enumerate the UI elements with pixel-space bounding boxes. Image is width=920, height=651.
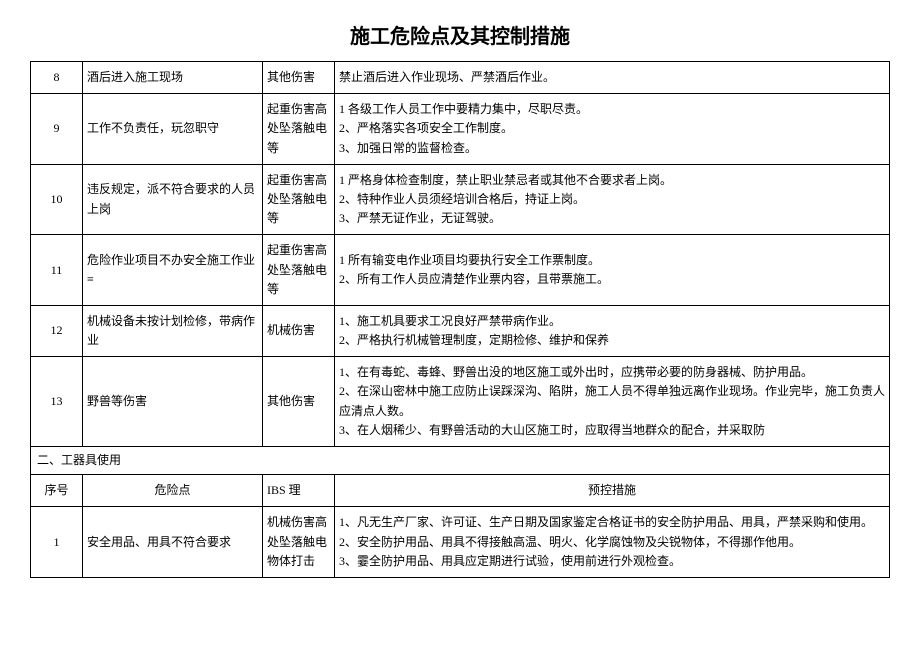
table-row: 13野兽等伤害其他伤害1、在有毒蛇、毒蜂、野兽出没的地区施工或外出时，应携带必要… [31,357,890,447]
col-header-measure: 预控措施 [335,475,890,507]
cell-type: 起重伤害高处坠落触电等 [263,235,335,306]
risk-table: 8酒后进入施工现场其他伤害禁止酒后进入作业现场、严禁酒后作业。9工作不负责任，玩… [30,61,890,578]
cell-measure: 禁止酒后进入作业现场、严禁酒后作业。 [335,62,890,94]
cell-measure: 1 各级工作人员工作中要精力集中，尽职尽责。 2、严格落实各项安全工作制度。 3… [335,94,890,165]
cell-type: 机械伤害高处坠落触电物体打击 [263,507,335,578]
cell-seq: 8 [31,62,83,94]
cell-type: 其他伤害 [263,357,335,447]
cell-measure: 1 严格身体检查制度，禁止职业禁忌者或其他不合要求者上岗。 2、特种作业人员须经… [335,164,890,235]
table-row: 12机械设备未按计划检修，带病作业机械伤害1、施工机具要求工况良好严禁带病作业。… [31,305,890,356]
cell-risk: 危险作业项目不办安全施工作业≡ [83,235,263,306]
cell-risk: 酒后进入施工现场 [83,62,263,94]
cell-seq: 12 [31,305,83,356]
cell-measure: 1、在有毒蛇、毒蜂、野兽出没的地区施工或外出时，应携带必要的防身器械、防护用品。… [335,357,890,447]
cell-risk: 违反规定，派不符合要求的人员上岗 [83,164,263,235]
table-row: 8酒后进入施工现场其他伤害禁止酒后进入作业现场、严禁酒后作业。 [31,62,890,94]
section-heading-row: 二、工器具使用 [31,447,890,475]
cell-seq: 13 [31,357,83,447]
page-title: 施工危险点及其控制措施 [30,20,890,49]
cell-seq: 1 [31,507,83,578]
col-header-seq: 序号 [31,475,83,507]
cell-risk: 机械设备未按计划检修，带病作业 [83,305,263,356]
cell-type: 起重伤害高处坠落触电等 [263,164,335,235]
cell-risk: 工作不负责任，玩忽职守 [83,94,263,165]
cell-seq: 9 [31,94,83,165]
table-row: 9工作不负责任，玩忽职守起重伤害高处坠落触电等1 各级工作人员工作中要精力集中，… [31,94,890,165]
cell-measure: 1 所有输变电作业项目均要执行安全工作票制度。 2、所有工作人员应清楚作业票内容… [335,235,890,306]
table-row: 1安全用品、用具不符合要求机械伤害高处坠落触电物体打击1、凡无生产厂家、许可证、… [31,507,890,578]
cell-seq: 10 [31,164,83,235]
cell-type: 其他伤害 [263,62,335,94]
cell-measure: 1、施工机具要求工况良好严禁带病作业。 2、严格执行机械管理制度，定期检修、维护… [335,305,890,356]
cell-measure: 1、凡无生产厂家、许可证、生产日期及国家鉴定合格证书的安全防护用品、用具，严禁采… [335,507,890,578]
cell-risk: 安全用品、用具不符合要求 [83,507,263,578]
cell-risk: 野兽等伤害 [83,357,263,447]
column-header-row: 序号危险点IBS 理预控措施 [31,475,890,507]
cell-type: 机械伤害 [263,305,335,356]
col-header-risk: 危险点 [83,475,263,507]
cell-seq: 11 [31,235,83,306]
section-heading: 二、工器具使用 [31,447,890,475]
table-row: 11危险作业项目不办安全施工作业≡起重伤害高处坠落触电等1 所有输变电作业项目均… [31,235,890,306]
col-header-type: IBS 理 [263,475,335,507]
cell-type: 起重伤害高处坠落触电等 [263,94,335,165]
table-row: 10违反规定，派不符合要求的人员上岗起重伤害高处坠落触电等1 严格身体检查制度，… [31,164,890,235]
